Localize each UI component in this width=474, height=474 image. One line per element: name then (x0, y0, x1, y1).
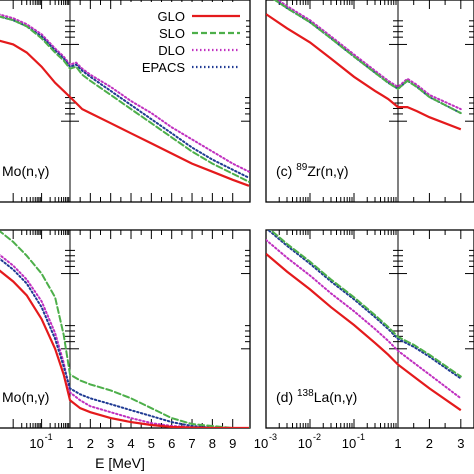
panel-label-d: (d) 138La(n,γ) (276, 388, 357, 405)
series-group (266, 0, 462, 131)
series-line-glo (266, 252, 462, 412)
x-tick-exponent: -3 (269, 432, 277, 442)
x-tick-exponent: -1 (357, 432, 365, 442)
x-tick-label: 10 (29, 436, 43, 451)
series-line-epacs (266, 230, 462, 380)
legend-label-dlo: DLO (158, 43, 185, 58)
x-tick-label: 5 (148, 436, 155, 451)
x-tick-label: 4 (127, 436, 134, 451)
series-line-slo (273, 0, 462, 115)
legend-label-epacs: EPACS (142, 60, 185, 75)
panel-label-c: (c) 89Zr(n,γ) (276, 162, 349, 179)
series-group (266, 230, 462, 412)
series-line-dlo (276, 0, 462, 111)
panel-frame (0, 0, 251, 203)
series-group (0, 13, 250, 187)
x-tick-exponent: -2 (313, 432, 321, 442)
series-line-slo (0, 230, 250, 428)
panel-frame (265, 0, 474, 203)
series-line-epacs (0, 15, 250, 179)
x-tick-label: 2 (87, 436, 94, 451)
series-line-slo (269, 230, 462, 378)
series-group (0, 230, 250, 428)
series-line-glo (0, 269, 249, 428)
panel-c: (c) 89Zr(n,γ) (265, 0, 474, 203)
series-line-dlo (266, 238, 462, 400)
x-tick-label: 6 (168, 436, 175, 451)
panel-a: Mo(n,γ) (0, 0, 251, 203)
x-tick-label: 3 (457, 436, 464, 451)
legend-label-slo: SLO (159, 26, 185, 41)
x-tick-label: 10 (298, 436, 312, 451)
panels-group: Mo(n,γ) (c) 89Zr(n,γ)Mo(n,γ)10 -1 1 2 3 4 5 6 7 8 9… (0, 0, 474, 451)
x-tick-label: 3 (107, 436, 114, 451)
x-tick-label: 2 (426, 436, 433, 451)
series-line-slo (0, 15, 250, 183)
panel-b: Mo(n,γ) 10 -1 1 2 3 4 5 6 7 8 9 (0, 229, 251, 451)
x-axis-label: E [MeV] (95, 455, 145, 471)
x-tick-label: 1 (394, 436, 401, 451)
x-tick-label: 7 (188, 436, 195, 451)
x-tick-label: 10 (254, 436, 268, 451)
legend-background (128, 2, 246, 74)
panel-frame (265, 229, 474, 429)
series-line-epacs (0, 257, 250, 428)
legend: GLO SLO DLO EPACS (128, 2, 246, 75)
series-line-dlo (0, 13, 250, 173)
x-tick-label: 1 (66, 436, 73, 451)
panel-label-b: Mo(n,γ) (2, 389, 49, 405)
x-tick-label: 8 (209, 436, 216, 451)
x-tick-label: 9 (229, 436, 236, 451)
panel-label-a: Mo(n,γ) (2, 163, 49, 179)
x-tick-label: 10 (342, 436, 356, 451)
x-tick-exponent: -1 (45, 432, 53, 442)
series-line-glo (0, 39, 250, 187)
series-line-glo (266, 13, 462, 131)
panel-frame (0, 229, 251, 429)
panel-d: (d) 138La(n,γ)10 -3 10 -2 10 -1 1 2 3 (254, 229, 474, 451)
legend-label-glo: GLO (158, 9, 185, 24)
